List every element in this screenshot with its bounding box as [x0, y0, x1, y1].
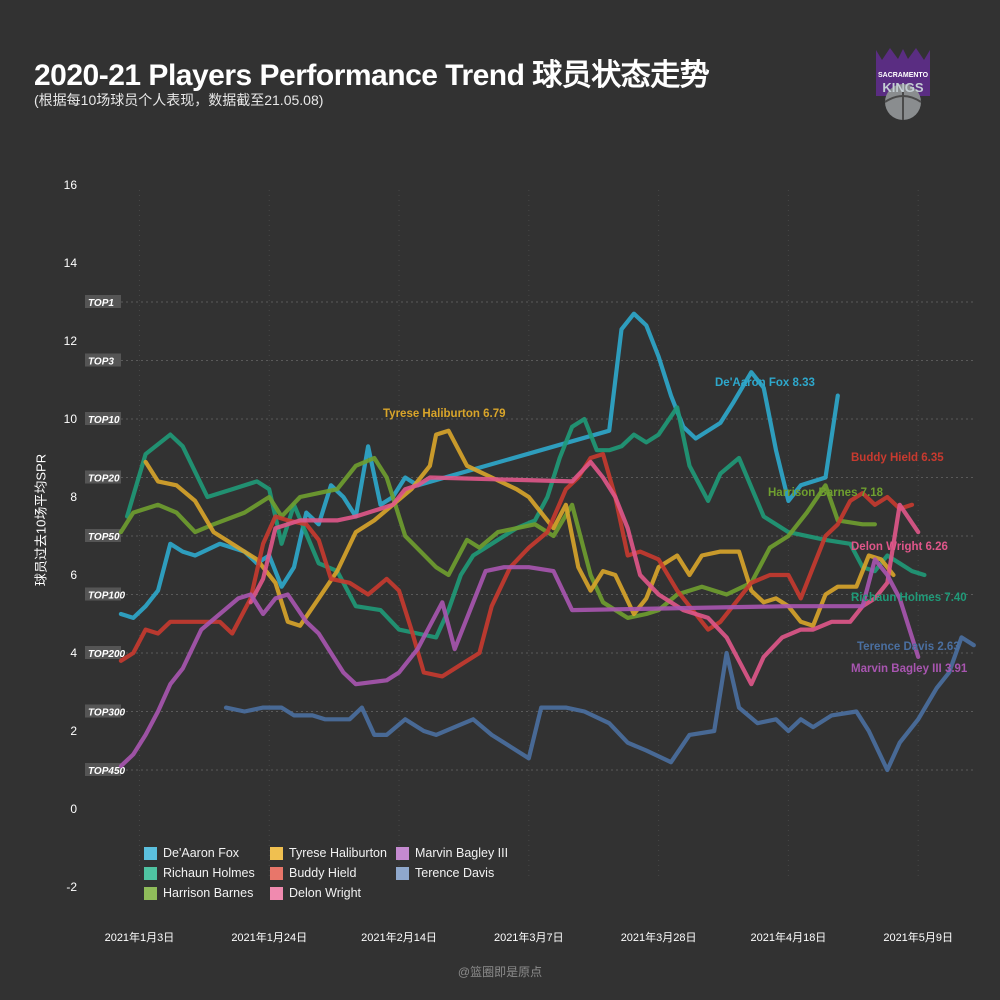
- x-tick-label: 2021年1月24日: [231, 930, 307, 944]
- legend-swatch: [144, 886, 157, 900]
- rank-label: TOP100: [88, 591, 125, 602]
- legend-label: Tyrese Haliburton: [289, 846, 387, 860]
- series-line: [125, 405, 927, 640]
- x-tick-label: 2021年3月28日: [621, 930, 697, 944]
- y-tick-label: 2: [70, 724, 77, 738]
- legend-label: Buddy Hield: [289, 866, 357, 880]
- end-labels: De'Aaron Fox 8.33 Richaun Holmes 7.40 Harr…: [383, 377, 968, 675]
- rank-label: TOP300: [88, 708, 125, 719]
- legend-label: De'Aaron Fox: [163, 846, 240, 860]
- x-tick-label: 2021年2月14日: [361, 930, 437, 944]
- series-line: [118, 557, 921, 769]
- legend-item: Richaun Holmes: [144, 863, 270, 883]
- y-tick-label: 4: [70, 646, 77, 660]
- rank-label-box: [85, 704, 121, 718]
- y-tick-label: -2: [66, 880, 77, 894]
- series-end-label: De'Aaron Fox 8.33: [715, 377, 815, 389]
- y-tick-label: 16: [64, 178, 78, 192]
- rank-label-box: [85, 646, 121, 659]
- x-ticks: 2021年1月3日 2021年1月24日 2021年2月14日 2021年3月7日 20…: [105, 190, 953, 944]
- rank-label-box: [85, 295, 121, 308]
- y-tick-label: 8: [70, 490, 77, 504]
- y-tick-label: 12: [64, 334, 78, 348]
- series-lines: [118, 311, 976, 773]
- y-tick-label: 10: [64, 412, 78, 426]
- series-end-label: Terence Davis 2.63: [857, 641, 960, 653]
- legend-item: Terence Davis: [396, 863, 522, 883]
- rank-label-box: [85, 412, 121, 425]
- rank-label: TOP3: [88, 357, 114, 368]
- legend-swatch: [144, 866, 157, 880]
- y-tick-label: 0: [70, 802, 77, 816]
- x-tick-label: 2021年3月7日: [494, 930, 564, 944]
- legend-label: Terence Davis: [415, 866, 495, 880]
- kings-logo: SACRAMENTO KINGS: [876, 48, 930, 120]
- credit-text: @篮圈即是原点: [457, 965, 543, 979]
- rank-label: TOP200: [88, 649, 125, 660]
- series-end-label: Richaun Holmes 7.40: [851, 592, 967, 604]
- legend-swatch: [270, 846, 283, 860]
- legend-label: Richaun Holmes: [163, 866, 255, 880]
- series-end-label: Buddy Hield 6.35: [851, 452, 944, 464]
- series-end-label: Tyrese Haliburton 6.79: [383, 408, 506, 420]
- rank-label-box: [85, 529, 121, 542]
- rank-label-box: [85, 353, 121, 367]
- legend-swatch: [396, 846, 409, 860]
- rank-label-box: [85, 763, 121, 776]
- legend-swatch: [396, 866, 409, 880]
- rank-label: TOP50: [88, 532, 120, 543]
- legend-swatch: [144, 846, 157, 860]
- chart-subtitle: (根据每10场球员个人表现，数据截至21.05.08): [34, 92, 324, 108]
- legend-label: Harrison Barnes: [163, 886, 254, 900]
- rank-label: TOP20: [88, 474, 120, 485]
- legend-label: Marvin Bagley III: [415, 846, 509, 860]
- rank-label-box: [85, 587, 121, 601]
- series-end-label: Delon Wright 6.26: [851, 541, 948, 553]
- rank-label-box: [85, 470, 121, 484]
- legend-item: Marvin Bagley III: [396, 843, 522, 863]
- series-line: [223, 635, 976, 773]
- x-tick-label: 2021年5月9日: [883, 930, 953, 944]
- series-end-label: Harrison Barnes 7.18: [768, 487, 884, 499]
- x-tick-label: 2021年4月18日: [750, 930, 826, 944]
- series-end-label: Marvin Bagley III 3.91: [851, 663, 968, 675]
- y-tick-label: 6: [70, 568, 77, 582]
- legend-swatch: [270, 866, 283, 880]
- rank-label: TOP450: [88, 766, 125, 777]
- logo-text-top: SACRAMENTO: [878, 72, 929, 79]
- legend-item: Harrison Barnes: [144, 883, 270, 903]
- x-tick-label: 2021年1月3日: [105, 930, 175, 944]
- legend-item: Delon Wright: [270, 883, 396, 903]
- legend-label: Delon Wright: [289, 886, 362, 900]
- legend-item: Tyrese Haliburton: [270, 843, 396, 863]
- series-line: [248, 459, 921, 687]
- legend: De'Aaron Fox Richaun Holmes Harrison Barne…: [144, 843, 522, 903]
- y-ticks: -2 0 2 4 6 8 10 12 14 16: [64, 178, 78, 894]
- series-line: [118, 455, 877, 620]
- rank-label: TOP10: [88, 415, 120, 426]
- chart-title: 2020-21 Players Performance Trend 球员状态走势: [34, 59, 710, 92]
- legend-swatch: [270, 886, 283, 900]
- legend-item: Buddy Hield: [270, 863, 396, 883]
- logo-text-bottom: KINGS: [882, 80, 924, 95]
- rank-label: TOP1: [88, 298, 114, 309]
- legend-item: De'Aaron Fox: [144, 843, 270, 863]
- y-tick-label: 14: [64, 256, 78, 270]
